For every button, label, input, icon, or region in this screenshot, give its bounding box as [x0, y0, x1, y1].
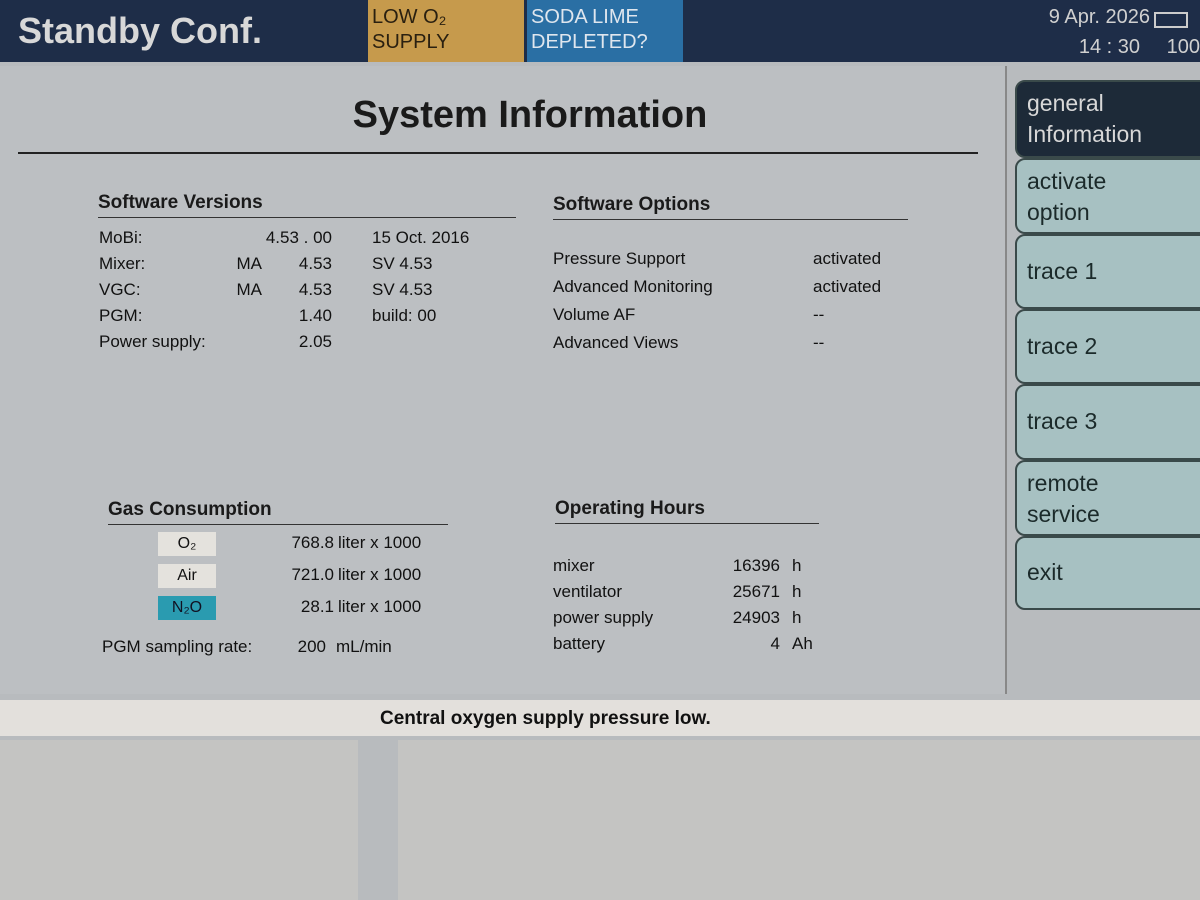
option-label: Pressure Support — [553, 249, 686, 268]
section-software-versions: Software Versions — [98, 192, 516, 218]
section-operating-hours: Operating Hours — [555, 498, 819, 524]
date: 9 Apr. 2026 — [1048, 6, 1150, 28]
option-label: Advanced Monitoring — [553, 277, 713, 296]
sampling-unit: mL/min — [336, 637, 392, 656]
time: 14 : 30 — [1078, 36, 1140, 58]
hours-label: power supply — [553, 608, 654, 627]
option-status: -- — [813, 333, 825, 352]
hours-label: mixer — [553, 556, 595, 575]
version-value: 4.53 — [298, 280, 332, 299]
version-extra: 15 Oct. 2016 — [372, 228, 470, 247]
lower-panel — [398, 740, 1200, 900]
gas-badge-o2: O₂ — [158, 532, 216, 556]
sidebar-item-trace-3[interactable]: trace 3 — [1015, 384, 1200, 460]
hours-value: 24903 — [732, 608, 780, 627]
sidebar-item-trace-2[interactable]: trace 2 — [1015, 309, 1200, 384]
page-title: System Information — [352, 94, 708, 136]
option-status: activated — [813, 277, 882, 296]
message-bar — [0, 700, 1200, 736]
alarm-line: LOW O₂ — [372, 6, 447, 28]
version-value: 4.53 . 00 — [265, 228, 332, 247]
hours-value: 4 — [770, 634, 780, 653]
alarm-low-o2[interactable]: LOW O₂ SUPPLY — [368, 0, 524, 62]
section-software-options: Software Options — [553, 194, 908, 220]
version-prefix: MA — [236, 254, 263, 273]
alarm-soda-lime[interactable]: SODA LIME DEPLETED? — [527, 0, 683, 62]
sampling-value: 200 — [297, 637, 326, 656]
section-gas-consumption: Gas Consumption — [108, 499, 448, 525]
option-label: Advanced Views — [553, 333, 679, 352]
sidebar-item-general-information[interactable]: general Information — [1015, 80, 1200, 158]
version-label: Power supply: — [99, 332, 206, 351]
alarm-line: DEPLETED? — [531, 31, 648, 53]
option-status: activated — [813, 249, 882, 268]
hours-value: 16396 — [732, 556, 780, 575]
battery-icon — [1154, 12, 1188, 28]
hours-unit: h — [792, 582, 802, 601]
gas-badge-air: Air — [158, 564, 216, 588]
hours-label: battery — [553, 634, 605, 653]
sidebar-item-exit[interactable]: exit — [1015, 536, 1200, 610]
version-label: Mixer: — [99, 254, 146, 273]
version-label: MoBi: — [99, 228, 143, 247]
sidebar-item-remote-service[interactable]: remote service — [1015, 460, 1200, 536]
hours-value: 25671 — [732, 582, 780, 601]
version-value: 4.53 — [298, 254, 332, 273]
sidebar-item-activate-option[interactable]: activate option — [1015, 158, 1200, 234]
gas-value: 768.8 — [291, 533, 334, 552]
system-info-panel: System Information Software Versions MoBi… — [0, 66, 1007, 694]
sampling-label: PGM sampling rate: — [102, 637, 253, 656]
version-extra: SV 4.53 — [372, 280, 433, 299]
mode-label: Standby Conf. — [18, 10, 262, 51]
option-label: Volume AF — [553, 305, 636, 324]
gas-unit: liter x 1000 — [338, 597, 422, 616]
gas-badge-n2o: N₂O — [158, 596, 216, 620]
option-status: -- — [813, 305, 825, 324]
gas-unit: liter x 1000 — [338, 565, 422, 584]
gas-unit: liter x 1000 — [338, 533, 422, 552]
hours-unit: h — [792, 608, 802, 627]
gas-value: 28.1 — [300, 597, 334, 616]
battery-level: 100 — [1166, 36, 1200, 58]
hours-unit: Ah — [792, 634, 813, 653]
version-extra: SV 4.53 — [372, 254, 433, 273]
alarm-line: SODA LIME — [531, 6, 639, 28]
sidebar-item-trace-1[interactable]: trace 1 — [1015, 234, 1200, 309]
divider — [18, 152, 978, 154]
alarm-message: Central oxygen supply pressure low. — [380, 708, 711, 729]
version-prefix: MA — [236, 280, 263, 299]
version-extra: build: 00 — [372, 306, 437, 325]
version-label: VGC: — [99, 280, 141, 299]
hours-label: ventilator — [553, 582, 622, 601]
status-bar: Standby Conf. LOW O₂ SUPPLY SODA LIME DEPL… — [0, 0, 1200, 62]
alarm-line: SUPPLY — [372, 31, 450, 53]
hours-unit: h — [792, 556, 802, 575]
version-value: 1.40 — [298, 306, 332, 325]
lower-panel — [0, 740, 358, 900]
gas-value: 721.0 — [291, 565, 334, 584]
version-label: PGM: — [99, 306, 143, 325]
version-value: 2.05 — [298, 332, 332, 351]
